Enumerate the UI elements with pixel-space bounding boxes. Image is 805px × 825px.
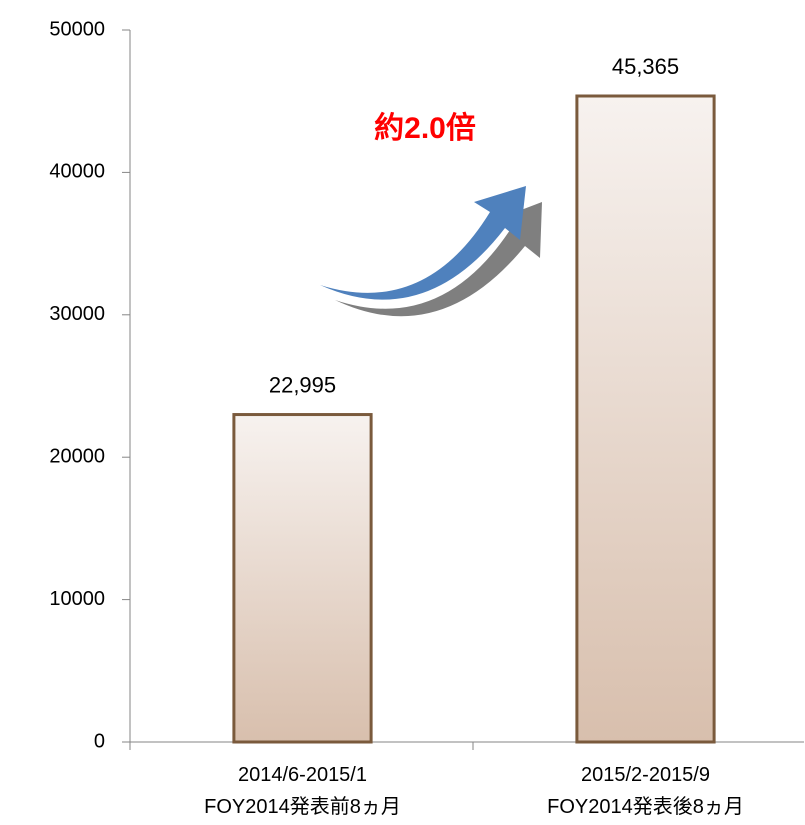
x-tick-label-line: 2015/2-2015/9 <box>581 764 710 786</box>
bar <box>575 94 716 744</box>
y-tick-label: 0 <box>94 730 105 752</box>
y-tick-label: 20000 <box>49 445 105 467</box>
y-tick-label: 40000 <box>49 161 105 183</box>
x-tick-label-line: 2014/6-2015/1 <box>238 764 367 786</box>
y-tick-label: 50000 <box>49 18 105 40</box>
annotation: 約2.0倍 <box>374 111 476 145</box>
y-tick-label: 30000 <box>49 303 105 325</box>
arrow <box>320 186 542 317</box>
value-label: 45,365 <box>612 54 679 79</box>
x-tick-label-line: FOY2014発表後8ヵ月 <box>547 795 744 818</box>
x-tick-label-line: FOY2014発表前8ヵ月 <box>204 795 401 818</box>
value-label: 22,995 <box>269 372 336 397</box>
bar <box>232 413 373 744</box>
x-tick-label: 2015/2-2015/9 FOY2014発表後8ヵ月 <box>547 764 744 818</box>
x-tick-label: 2014/6-2015/1 FOY2014発表前8ヵ月 <box>204 764 401 818</box>
y-tick-label: 10000 <box>49 588 105 610</box>
